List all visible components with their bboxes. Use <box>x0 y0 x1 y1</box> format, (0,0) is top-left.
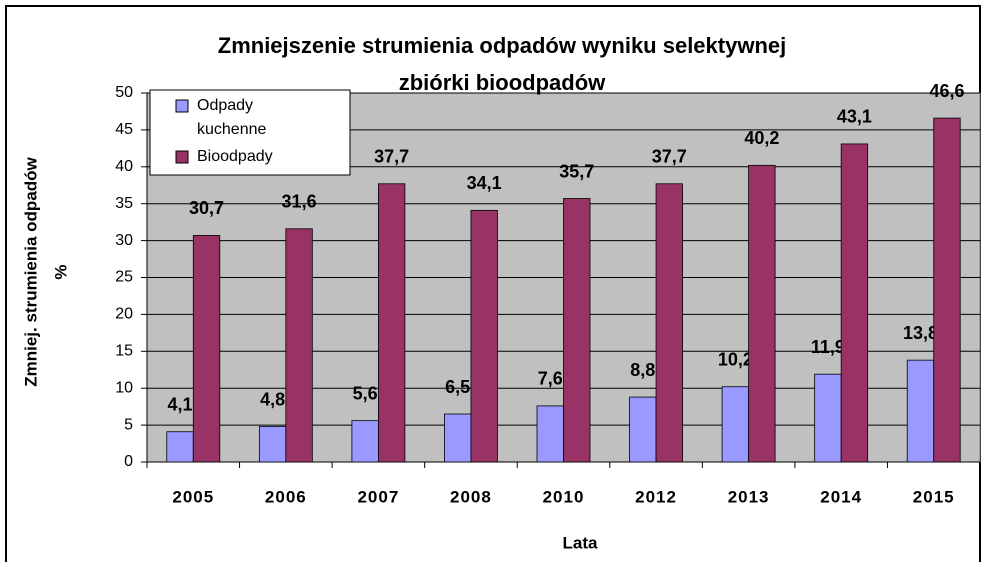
chart-title: Zmniejszenie strumienia odpadów wyniku s… <box>218 33 787 58</box>
bar <box>814 373 842 463</box>
x-axis-label: Lata <box>563 533 599 552</box>
x-tick-label: 2008 <box>450 487 492 506</box>
data-label: 13,8 <box>903 323 938 343</box>
data-label: 34,1 <box>467 173 502 193</box>
data-label: 37,7 <box>374 147 409 167</box>
data-label: 10,2 <box>718 349 753 369</box>
y-tick-label: 20 <box>115 306 133 323</box>
data-label: 6,5 <box>445 377 470 397</box>
legend-swatch <box>175 99 189 113</box>
bar <box>655 183 683 463</box>
bar <box>748 164 776 463</box>
y-tick-label: 30 <box>115 232 133 249</box>
data-label: 35,7 <box>559 161 594 181</box>
data-label: 5,6 <box>353 383 378 403</box>
data-label: 8,8 <box>630 360 655 380</box>
x-tick-label: 2014 <box>820 487 862 506</box>
bar <box>906 359 935 463</box>
bar <box>721 386 750 463</box>
legend: Odpady kuchenne Bioodpady <box>149 89 351 176</box>
y-tick-label: 15 <box>115 343 133 360</box>
bar <box>377 183 406 463</box>
bar <box>629 396 657 463</box>
data-label: 40,2 <box>744 128 779 148</box>
bar <box>166 431 194 463</box>
data-label: 46,6 <box>929 81 964 101</box>
data-label: 7,6 <box>538 369 563 389</box>
data-label: 4,8 <box>260 389 285 409</box>
y-tick-label: 50 <box>115 84 133 101</box>
chart-title: zbiórki bioodpadów <box>399 70 606 95</box>
data-label: 37,7 <box>652 147 687 167</box>
bar <box>444 413 472 463</box>
y-axis-label: % <box>51 264 70 279</box>
y-tick-label: 40 <box>115 158 133 175</box>
bar <box>285 228 313 463</box>
y-tick-label: 25 <box>115 269 133 286</box>
x-tick-label: 2006 <box>265 487 307 506</box>
y-tick-label: 35 <box>115 195 133 212</box>
y-tick-label: 5 <box>124 416 133 433</box>
y-tick-label: 0 <box>124 453 133 470</box>
bar <box>351 420 379 463</box>
bar <box>933 117 961 463</box>
data-label: 31,6 <box>282 192 317 212</box>
x-tick-label: 2012 <box>635 487 677 506</box>
x-tick-label: 2010 <box>543 487 585 506</box>
bar <box>470 209 498 463</box>
data-label: 30,7 <box>189 198 224 218</box>
data-label: 4,1 <box>168 394 193 414</box>
y-axis-label: Zmniej. strumienia odpadów <box>21 156 40 386</box>
bar <box>536 405 564 463</box>
legend-swatch <box>175 150 189 164</box>
x-tick-label: 2013 <box>728 487 770 506</box>
bar <box>192 235 221 463</box>
data-label: 11,9 <box>811 337 845 357</box>
bar <box>840 143 869 463</box>
data-label: 43,1 <box>837 107 872 127</box>
bar <box>563 198 591 463</box>
x-tick-label: 2005 <box>172 487 214 506</box>
x-tick-label: 2015 <box>913 487 955 506</box>
y-tick-label: 45 <box>115 121 133 138</box>
y-tick-label: 10 <box>115 379 133 396</box>
legend-label: Odpady kuchenne <box>197 97 266 138</box>
legend-label: Bioodpady <box>197 148 273 165</box>
x-tick-label: 2007 <box>357 487 399 506</box>
bar <box>258 426 287 463</box>
